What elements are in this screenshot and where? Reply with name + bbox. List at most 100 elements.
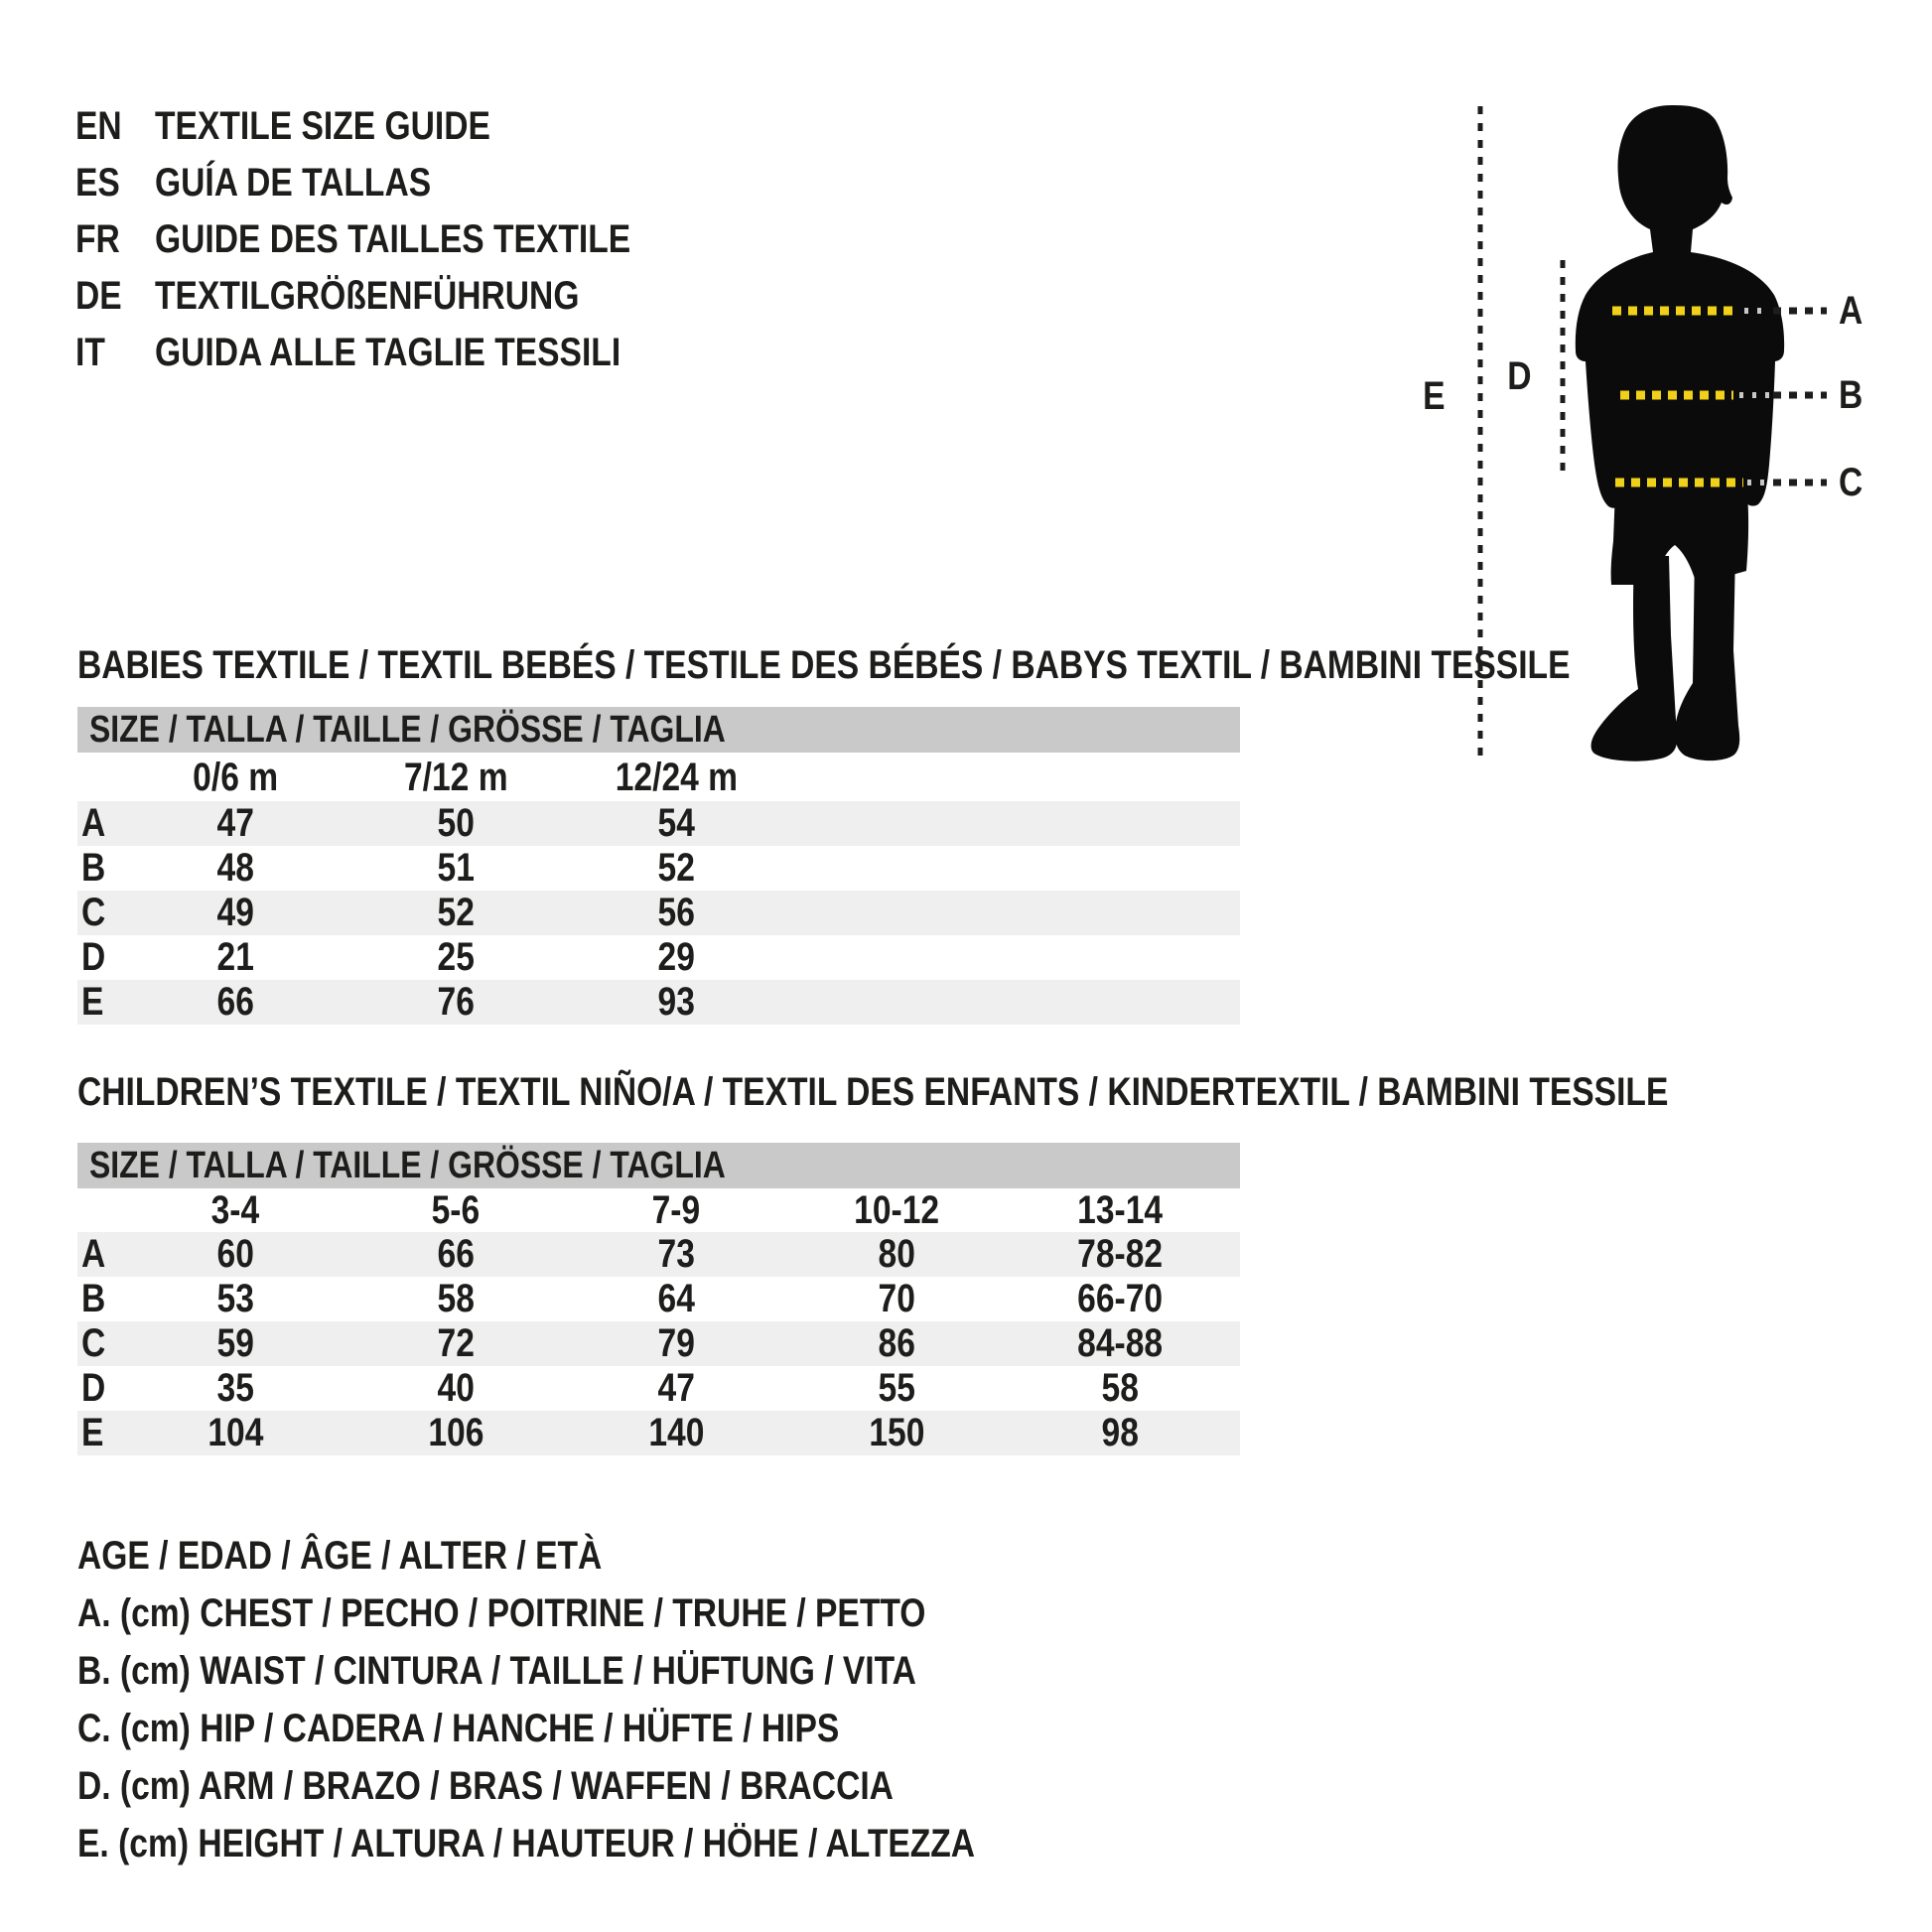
babies-size-header-bar: SIZE / TALLA / TAILLE / GRÖSSE / TAGLIA bbox=[77, 707, 1240, 753]
measure-label-c: C bbox=[1839, 461, 1867, 504]
babies-table-row-d: D 21 25 29 bbox=[77, 935, 1240, 980]
babies-table-row-e: E 66 76 93 bbox=[77, 980, 1240, 1025]
column-header: 13-14 bbox=[1077, 1188, 1163, 1232]
cell-value: 59 bbox=[216, 1321, 254, 1365]
language-name: GUIDE DES TAILLES TEXTILE bbox=[155, 217, 631, 261]
children-column-headers: 3-4 5-6 7-9 10-12 13-14 bbox=[77, 1188, 1240, 1232]
cell-value: 80 bbox=[878, 1232, 915, 1276]
measure-label-a-text: A bbox=[1839, 289, 1863, 333]
cell-value: 47 bbox=[216, 801, 254, 845]
children-table-row-b: B 53 58 64 70 66-70 bbox=[77, 1277, 1240, 1321]
cell-value: 66 bbox=[437, 1232, 475, 1276]
legend-line-chest-text: A. (cm) CHEST / PECHO / POITRINE / TRUHE… bbox=[77, 1591, 926, 1635]
cell-value: 84-88 bbox=[1077, 1321, 1163, 1365]
legend-line-arm-text: D. (cm) ARM / BRAZO / BRAS / WAFFEN / BR… bbox=[77, 1764, 894, 1808]
child-silhouette-figure bbox=[1477, 105, 1827, 764]
babies-size-header-text: SIZE / TALLA / TAILLE / GRÖSSE / TAGLIA bbox=[89, 709, 726, 751]
legend-line-age-text: AGE / EDAD / ÂGE / ALTER / ETÀ bbox=[77, 1534, 603, 1578]
measure-label-c-text: C bbox=[1839, 461, 1863, 504]
cell-value: 60 bbox=[216, 1232, 254, 1276]
row-label: E bbox=[81, 980, 104, 1024]
cell-value: 73 bbox=[657, 1232, 695, 1276]
children-size-header-text: SIZE / TALLA / TAILLE / GRÖSSE / TAGLIA bbox=[89, 1145, 726, 1186]
children-table-row-d: D 35 40 47 55 58 bbox=[77, 1366, 1240, 1411]
cell-value: 35 bbox=[216, 1366, 254, 1410]
cell-value: 93 bbox=[657, 980, 695, 1024]
cell-value: 47 bbox=[657, 1366, 695, 1410]
cell-value: 98 bbox=[1101, 1411, 1139, 1454]
row-label: E bbox=[81, 1411, 104, 1454]
babies-table-row-b: B 48 51 52 bbox=[77, 846, 1240, 891]
measure-label-d-text: D bbox=[1506, 354, 1532, 398]
babies-table-row-a: A 47 50 54 bbox=[77, 801, 1240, 846]
column-header: 3-4 bbox=[210, 1188, 260, 1232]
measure-label-e-text: E bbox=[1422, 374, 1446, 418]
row-label: C bbox=[81, 891, 106, 934]
column-header: 0/6 m bbox=[193, 756, 278, 799]
cell-value: 25 bbox=[437, 935, 475, 979]
language-code: IT bbox=[75, 331, 105, 374]
cell-value: 29 bbox=[657, 935, 695, 979]
legend-line-chest: A. (cm) CHEST / PECHO / POITRINE / TRUHE… bbox=[77, 1589, 1087, 1637]
cell-value: 104 bbox=[207, 1411, 264, 1454]
silhouette-right-leg bbox=[1674, 551, 1740, 761]
cell-value: 54 bbox=[657, 801, 695, 845]
cell-value: 66 bbox=[216, 980, 254, 1024]
row-label: B bbox=[81, 1277, 106, 1320]
babies-section-title-text: BABIES TEXTILE / TEXTIL BEBÉS / TESTILE … bbox=[77, 643, 1571, 687]
column-header: 7-9 bbox=[651, 1188, 701, 1232]
cell-value: 51 bbox=[437, 846, 475, 890]
cell-value: 58 bbox=[437, 1277, 475, 1320]
row-label: D bbox=[81, 935, 106, 979]
children-table-row-c: C 59 72 79 86 84-88 bbox=[77, 1321, 1240, 1366]
column-header: 12/24 m bbox=[615, 756, 738, 799]
cell-value: 79 bbox=[657, 1321, 695, 1365]
cell-value: 50 bbox=[437, 801, 475, 845]
cell-value: 55 bbox=[878, 1366, 915, 1410]
language-name: GUIDA ALLE TAGLIE TESSILI bbox=[155, 331, 621, 374]
measure-label-a: A bbox=[1839, 289, 1867, 333]
cell-value: 76 bbox=[437, 980, 475, 1024]
cell-value: 64 bbox=[657, 1277, 695, 1320]
cell-value: 21 bbox=[216, 935, 254, 979]
measure-label-b-text: B bbox=[1839, 373, 1863, 417]
cell-value: 53 bbox=[216, 1277, 254, 1320]
row-label: A bbox=[81, 801, 106, 845]
children-table-row-a: A 60 66 73 80 78-82 bbox=[77, 1232, 1240, 1277]
cell-value: 58 bbox=[1101, 1366, 1139, 1410]
language-code: FR bbox=[75, 217, 120, 261]
silhouette-body bbox=[1575, 105, 1785, 585]
cell-value: 56 bbox=[657, 891, 695, 934]
language-code: DE bbox=[75, 274, 122, 318]
babies-column-headers: 0/6 m 7/12 m 12/24 m bbox=[77, 756, 1240, 799]
language-name: GUÍA DE TALLAS bbox=[155, 161, 432, 205]
babies-table-row-c: C 49 52 56 bbox=[77, 891, 1240, 935]
column-header: 10-12 bbox=[854, 1188, 939, 1232]
legend-line-arm: D. (cm) ARM / BRAZO / BRAS / WAFFEN / BR… bbox=[77, 1762, 1049, 1810]
children-table-row-e: E 104 106 140 150 98 bbox=[77, 1411, 1240, 1455]
language-name: TEXTILE SIZE GUIDE bbox=[155, 104, 490, 148]
babies-section-title: BABIES TEXTILE / TEXTIL BEBÉS / TESTILE … bbox=[77, 643, 1855, 687]
row-label: D bbox=[81, 1366, 106, 1410]
measure-label-b: B bbox=[1839, 373, 1867, 417]
cell-value: 70 bbox=[878, 1277, 915, 1320]
children-section-title-text: CHILDREN’S TEXTILE / TEXTIL NIÑO/A / TEX… bbox=[77, 1070, 1669, 1114]
row-label: A bbox=[81, 1232, 106, 1276]
language-name: TEXTILGRÖßENFÜHRUNG bbox=[155, 274, 580, 318]
measure-label-e: E bbox=[1412, 374, 1455, 418]
cell-value: 40 bbox=[437, 1366, 475, 1410]
cell-value: 86 bbox=[878, 1321, 915, 1365]
language-code: EN bbox=[75, 104, 122, 148]
cell-value: 72 bbox=[437, 1321, 475, 1365]
legend-line-hip-text: C. (cm) HIP / CADERA / HANCHE / HÜFTE / … bbox=[77, 1707, 840, 1750]
cell-value: 140 bbox=[647, 1411, 705, 1454]
cell-value: 150 bbox=[868, 1411, 925, 1454]
cell-value: 66-70 bbox=[1077, 1277, 1163, 1320]
legend-line-waist: B. (cm) WAIST / CINTURA / TAILLE / HÜFTU… bbox=[77, 1647, 1076, 1695]
legend-line-age: AGE / EDAD / ÂGE / ALTER / ETÀ bbox=[77, 1532, 702, 1580]
row-label: C bbox=[81, 1321, 106, 1365]
column-header: 5-6 bbox=[431, 1188, 481, 1232]
legend-line-height: E. (cm) HEIGHT / ALTURA / HAUTEUR / HÖHE… bbox=[77, 1820, 1146, 1867]
legend-line-height-text: E. (cm) HEIGHT / ALTURA / HAUTEUR / HÖHE… bbox=[77, 1822, 976, 1865]
